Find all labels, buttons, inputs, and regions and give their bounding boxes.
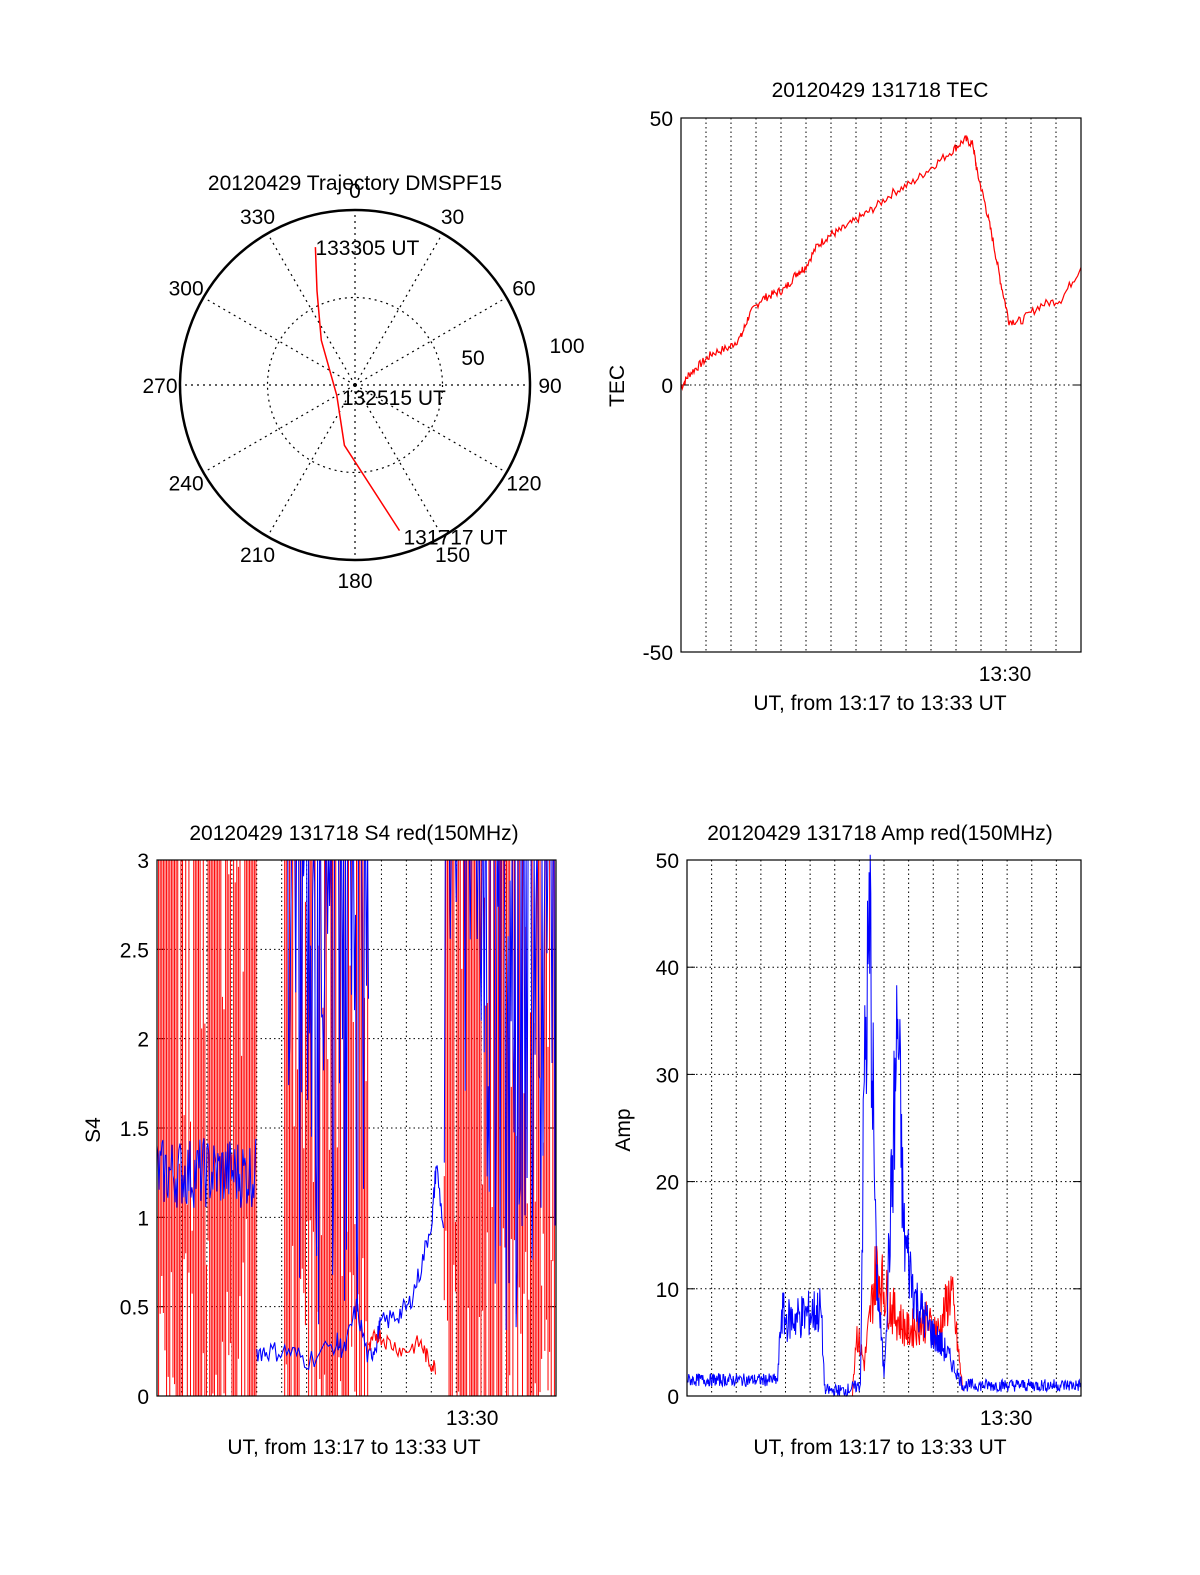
s4-red-low-trace xyxy=(368,1328,437,1375)
s4-ytick-label: 2 xyxy=(137,1029,149,1052)
s4-title: 20120429 131718 S4 red(150MHz) xyxy=(189,822,518,845)
amp-ytick-label: 10 xyxy=(656,1279,679,1302)
trajectory-title: 20120429 Trajectory DMSPF15 xyxy=(208,172,502,195)
trajectory-time-label: 133305 UT xyxy=(315,237,419,260)
polar-angle-label: 330 xyxy=(240,206,275,229)
s4-xlabel: UT, from 13:17 to 13:33 UT xyxy=(227,1436,480,1459)
polar-outer-circle xyxy=(178,208,532,562)
polar-spoke xyxy=(266,233,356,386)
polar-spoke xyxy=(203,296,356,386)
s4-ytick-label: 3 xyxy=(137,850,149,873)
amp-red-series xyxy=(852,1245,964,1397)
amp-ylabel: Amp xyxy=(612,1108,635,1151)
trajectory-time-label: 131717 UT xyxy=(404,527,508,550)
tec-xlabel: UT, from 13:17 to 13:33 UT xyxy=(753,692,1006,715)
s4-blue-trace xyxy=(157,1138,257,1208)
amp-ytick-label: 30 xyxy=(656,1064,679,1087)
amp-line-chart: 20120429 131718 Amp red(150MHz) Amp UT, … xyxy=(612,822,1082,1459)
amp-frame xyxy=(686,859,1082,1397)
amp-xtick-label: 13:30 xyxy=(980,1407,1033,1430)
polar-spoke xyxy=(354,233,444,386)
s4-blue-trace xyxy=(443,860,556,1331)
s4-ytick-label: 0 xyxy=(137,1386,149,1409)
polar-radial-label: 50 xyxy=(461,347,484,370)
polar-angle-label: 240 xyxy=(169,473,204,496)
s4-ytick-label: 1.5 xyxy=(120,1118,149,1141)
s4-ytick-label: 2.5 xyxy=(120,939,149,962)
s4-frame xyxy=(156,859,557,1397)
s4-ytick-label: 1 xyxy=(137,1207,149,1230)
tec-ytick-label: 0 xyxy=(661,375,673,398)
polar-angle-label: 270 xyxy=(142,375,177,398)
tec-series-line xyxy=(680,134,1082,392)
tec-ytick-label: 50 xyxy=(650,108,673,131)
polar-spoke xyxy=(354,384,444,537)
polar-angle-label: 180 xyxy=(337,570,372,593)
polar-angle-label: 120 xyxy=(506,473,541,496)
amp-ytick-label: 40 xyxy=(656,957,679,980)
amp-ytick-label: 50 xyxy=(656,850,679,873)
polar-angle-label: 90 xyxy=(538,375,561,398)
tec-frame xyxy=(680,117,1082,653)
s4-plot-area xyxy=(157,860,556,1396)
polar-angle-label: 300 xyxy=(169,278,204,301)
amp-ytick-label: 20 xyxy=(656,1172,679,1195)
s4-ylabel: S4 xyxy=(82,1117,105,1143)
trajectory-time-label: 132515 UT xyxy=(342,387,446,410)
s4-line-chart: 20120429 131718 S4 red(150MHz) S4 UT, fr… xyxy=(82,822,557,1459)
polar-ring-50 xyxy=(266,296,444,474)
polar-spoke xyxy=(266,384,356,537)
tec-line-chart: 20120429 131718 TEC TEC UT, from 13:17 t… xyxy=(606,79,1082,715)
s4-ytick-label: 0.5 xyxy=(120,1297,149,1320)
tec-xtick-label: 13:30 xyxy=(979,663,1032,686)
amp-xlabel: UT, from 13:17 to 13:33 UT xyxy=(753,1436,1006,1459)
amp-ytick-label: 0 xyxy=(667,1386,679,1409)
trajectory-polar-chart: 20120429 Trajectory DMSPF15 0 30 60 90 120 15… xyxy=(142,172,584,593)
tec-title: 20120429 131718 TEC xyxy=(772,79,989,102)
amp-title: 20120429 131718 Amp red(150MHz) xyxy=(707,822,1053,845)
polar-spoke xyxy=(354,296,507,386)
s4-blue-trace xyxy=(287,860,369,1325)
polar-angle-label: 0 xyxy=(349,180,361,203)
s4-blue-low-trace xyxy=(256,1165,445,1371)
polar-spoke xyxy=(203,384,356,474)
polar-angle-label: 210 xyxy=(240,544,275,567)
polar-angle-label: 30 xyxy=(441,206,464,229)
polar-radial-label: 100 xyxy=(549,335,584,358)
polar-spoke xyxy=(354,384,507,474)
s4-xtick-label: 13:30 xyxy=(446,1407,499,1430)
trajectory-line xyxy=(314,247,401,532)
tec-ylabel: TEC xyxy=(606,365,629,407)
tec-ytick-label: -50 xyxy=(643,642,673,665)
polar-angle-label: 150 xyxy=(435,544,470,567)
amp-blue-series xyxy=(686,854,1082,1398)
polar-angle-label: 60 xyxy=(512,278,535,301)
